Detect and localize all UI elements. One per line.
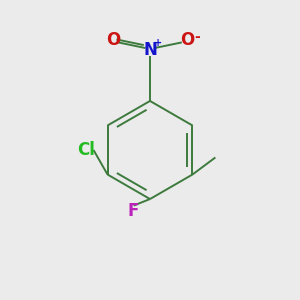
Text: -: - bbox=[194, 30, 200, 44]
Text: +: + bbox=[154, 38, 162, 48]
Text: F: F bbox=[128, 202, 139, 220]
Text: N: N bbox=[143, 41, 157, 59]
Text: Cl: Cl bbox=[77, 141, 95, 159]
Text: O: O bbox=[106, 31, 120, 49]
Text: O: O bbox=[180, 31, 194, 49]
